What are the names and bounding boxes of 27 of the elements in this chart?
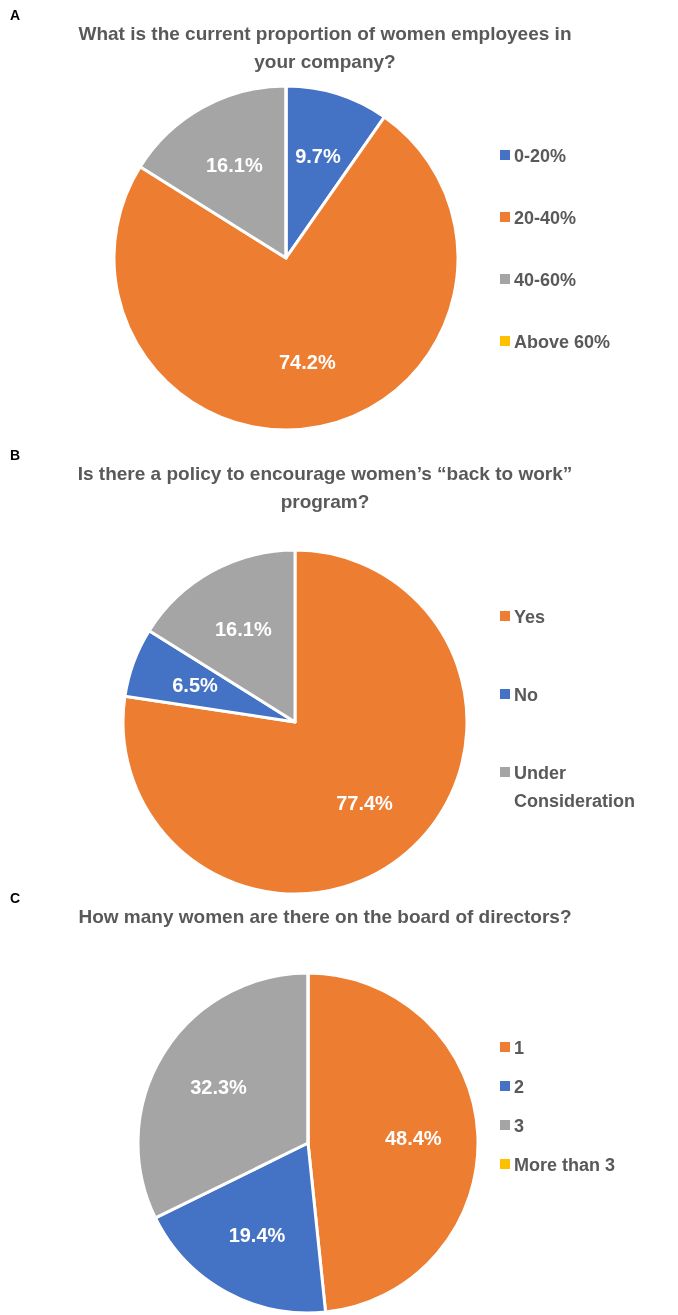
legend-label: Under Consideration [514,763,636,812]
legend-label: 3 [514,1116,525,1137]
legend-label: 0-20% [514,146,567,167]
data-label: 9.7% [295,145,341,168]
pie-slice [121,548,469,896]
data-label: 48.4% [384,1126,442,1149]
legend-label: 40-60% [514,270,577,291]
legend-label: More than 3 [514,1155,616,1176]
chart-title: What is the current proportion of women employees in your company? [78,23,572,72]
data-label: 77.4% [336,791,394,814]
legend-label: No [514,685,538,706]
data-label: 19.4% [228,1224,286,1247]
legend-label: 1 [514,1038,525,1059]
text: C [10,890,21,906]
legend-label: 2 [514,1077,525,1098]
data-label: 16.1% [214,617,272,640]
data-label: 74.2% [278,351,336,374]
chart-title: Is there a policy to encourage women’s “back to work” program? [77,463,573,512]
legend-label: 20-40% [514,208,577,229]
data-label: 16.1% [205,153,263,176]
chart-title: How many women are there on the board of directors? [78,906,572,927]
legend-label: Yes [514,607,546,628]
data-label: 6.5% [172,673,219,696]
text: B [10,447,21,463]
legend-label: Above 60% [514,332,611,353]
text: A [10,7,21,23]
data-label: 32.3% [190,1076,248,1099]
